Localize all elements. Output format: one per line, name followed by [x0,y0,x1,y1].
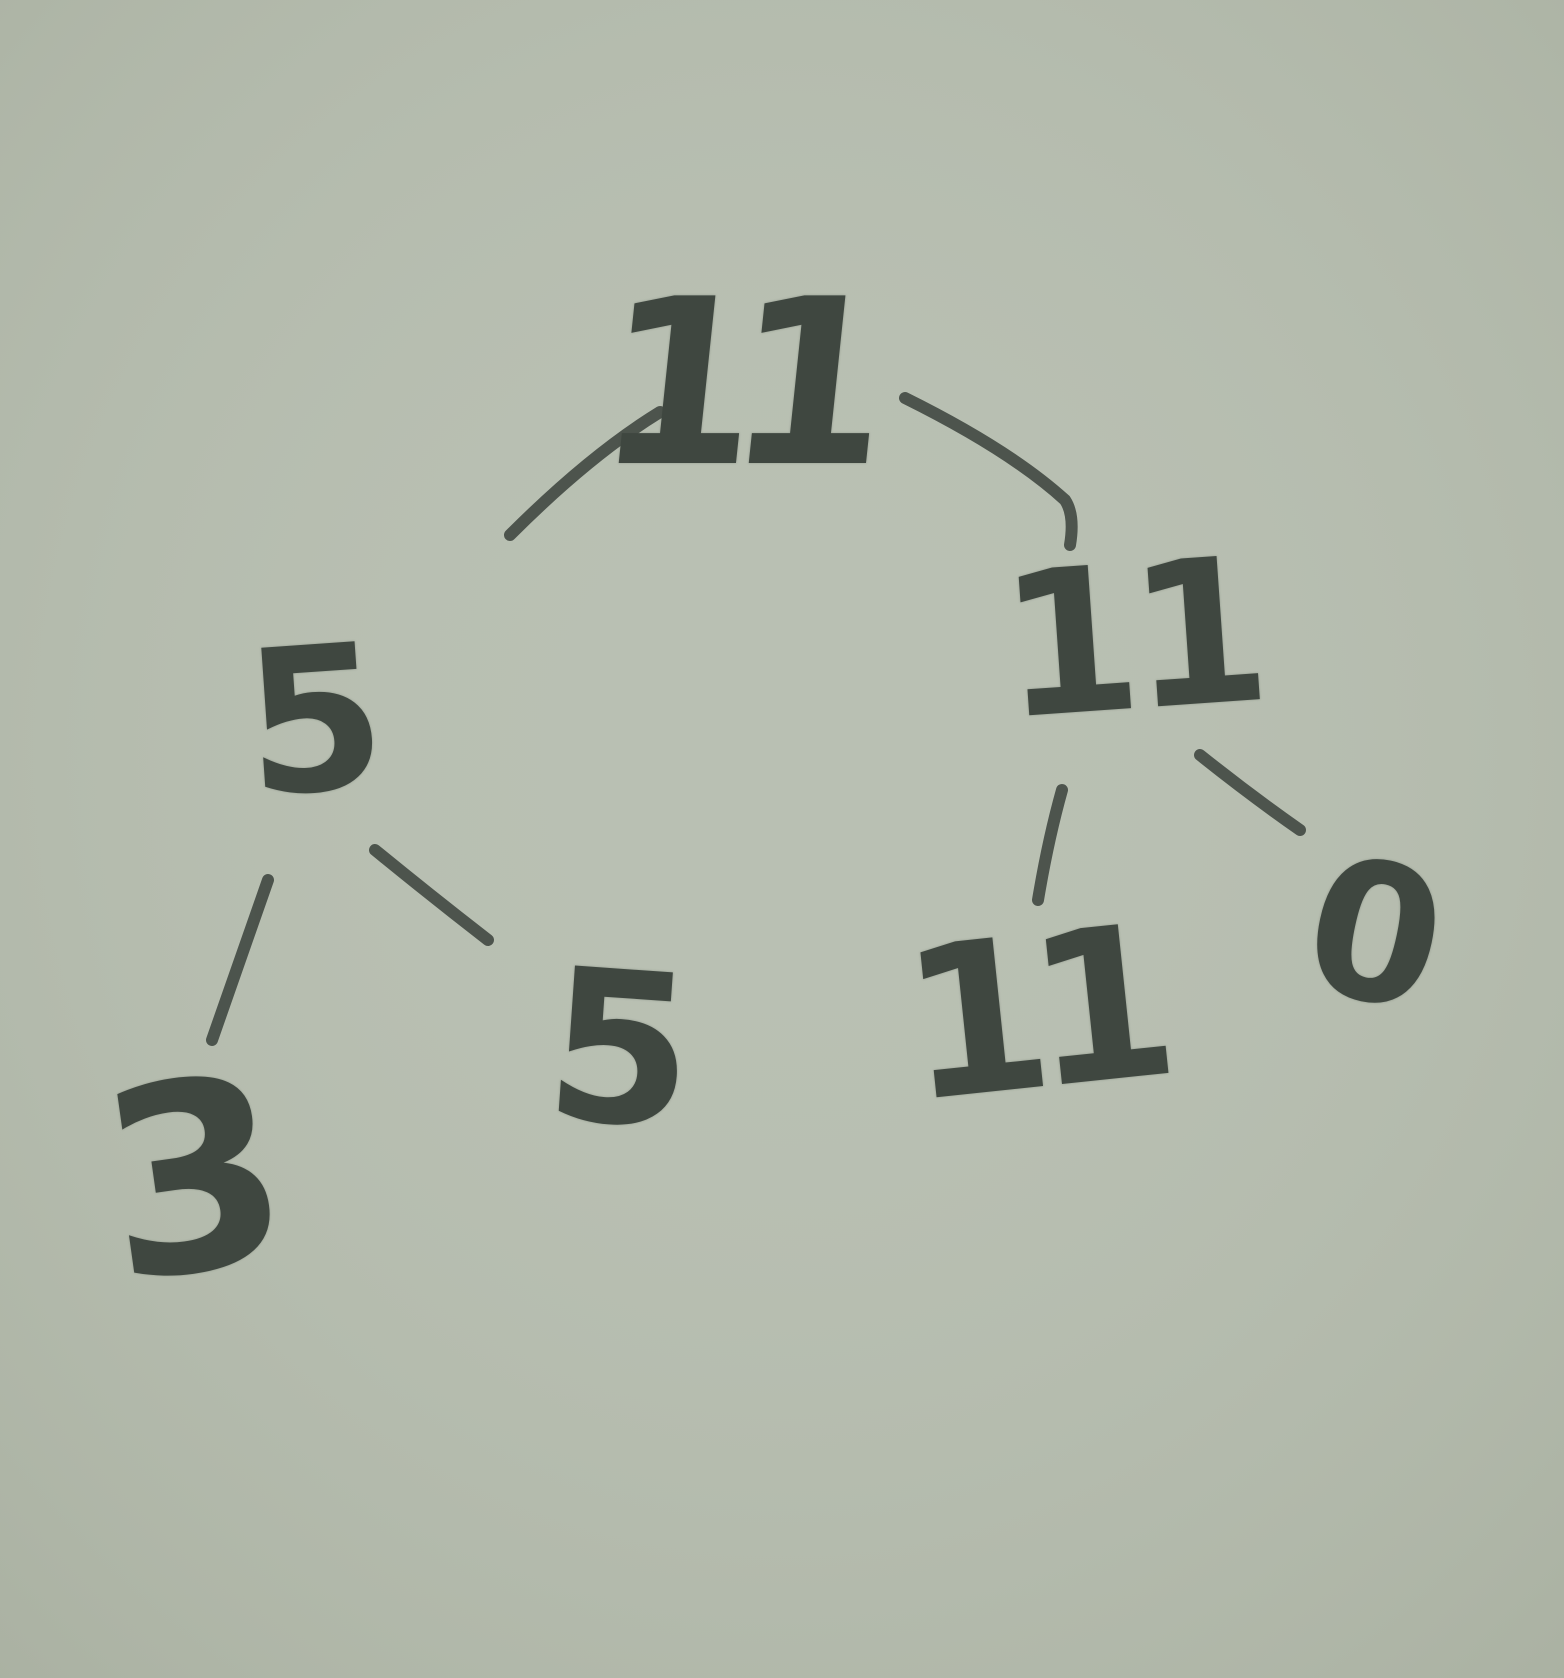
edge-left-leftright [369,844,494,946]
tree-node-right-left: 11 [891,879,1169,1150]
edge-root-left [504,406,666,541]
tree-node-left-right: 5 [538,922,702,1177]
edge-right-rightright [1194,749,1306,836]
tree-node-left: 5 [237,600,393,843]
edge-left-leftleft [206,874,274,1046]
tree-node-right: 11 [992,514,1267,765]
tree-node-root: 11 [585,251,875,518]
edge-right-rightleft [1032,784,1068,906]
tree-node-left-left: 3 [84,1017,306,1343]
edge-root-right [899,392,1078,551]
